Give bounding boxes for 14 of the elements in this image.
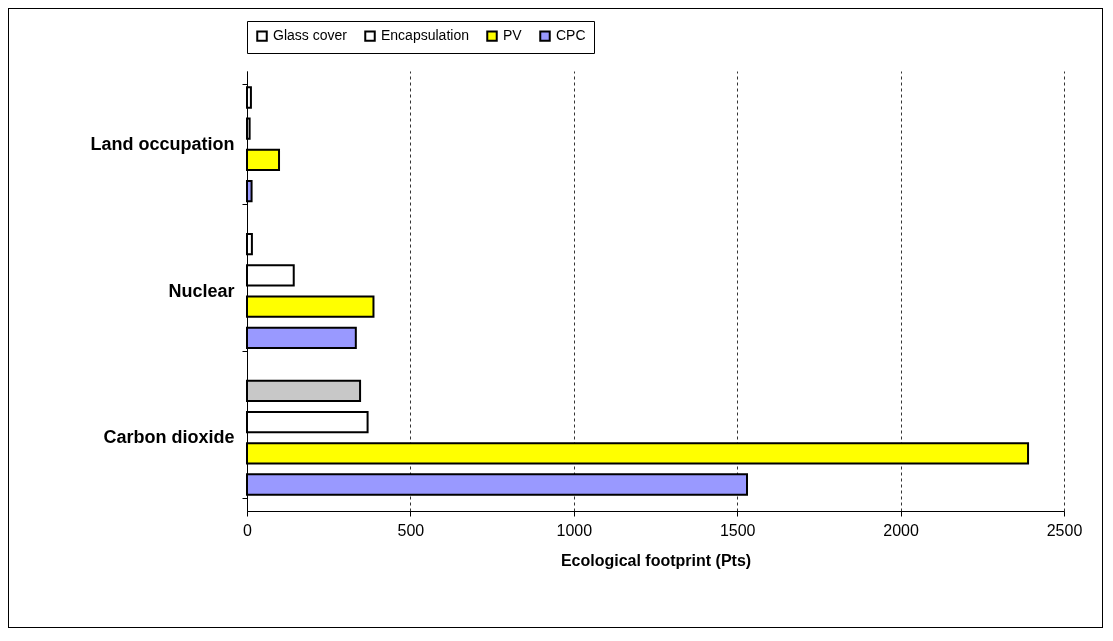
legend-label: Glass cover — [273, 27, 348, 44]
x-tick-label: 1500 — [719, 521, 756, 539]
x-tick-label: 1000 — [556, 521, 593, 539]
legend-label: PV — [503, 27, 523, 44]
x-tick-label: 2000 — [883, 521, 919, 539]
x-tick-label: 2500 — [1046, 521, 1083, 539]
x-tick-label: 500 — [397, 521, 425, 539]
x-axis-title: Ecological footprint (Pts) — [560, 551, 752, 569]
y-tick-label: Land occupation — [90, 133, 235, 154]
x-tick-label: 0 — [243, 521, 253, 539]
legend-label: CPC — [556, 27, 586, 44]
legend-label: Encapsulation — [381, 27, 469, 44]
y-tick-label: Nuclear — [168, 280, 235, 301]
y-tick-label: Carbon dioxide — [103, 427, 235, 448]
